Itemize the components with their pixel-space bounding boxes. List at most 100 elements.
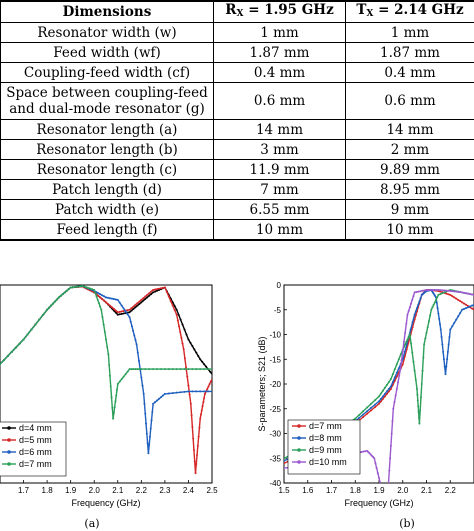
series-point <box>63 291 66 294</box>
series-point <box>419 396 422 399</box>
series-point <box>385 390 388 393</box>
series-point <box>417 416 420 419</box>
series-point <box>103 331 106 334</box>
series-point <box>159 287 162 290</box>
series-point <box>439 293 442 296</box>
series-point <box>167 368 170 371</box>
series-point <box>146 442 149 445</box>
x-tick-label: 2.0 <box>89 486 101 495</box>
series-point <box>132 305 135 308</box>
series-point <box>144 412 147 415</box>
series-point <box>455 318 458 321</box>
series-point <box>195 351 198 354</box>
series-point <box>420 383 423 385</box>
series-point <box>443 289 446 292</box>
series-point <box>446 358 449 361</box>
series-point <box>159 396 162 399</box>
series-point <box>46 308 49 311</box>
series-point <box>26 333 29 336</box>
series-point <box>152 291 155 294</box>
series-point <box>427 320 430 323</box>
series-point <box>451 325 454 328</box>
legend-marker <box>7 438 11 442</box>
series-point <box>449 293 452 296</box>
series-point <box>449 289 452 292</box>
series-point <box>406 313 409 316</box>
series-point <box>427 288 430 291</box>
series-point <box>108 364 111 367</box>
series-point <box>405 322 408 325</box>
series-point <box>382 495 384 497</box>
series-point <box>207 368 210 371</box>
series-point <box>362 413 365 416</box>
series-point <box>441 343 444 346</box>
series-point <box>183 390 186 393</box>
plot-frame <box>0 284 213 484</box>
series-point <box>385 383 388 386</box>
series-point <box>152 288 155 291</box>
series-point <box>112 411 115 414</box>
series-point <box>142 392 145 395</box>
series-point <box>130 325 133 328</box>
series-point <box>284 467 285 470</box>
series-point <box>417 290 420 293</box>
series-point <box>370 409 373 412</box>
series-point <box>389 444 392 447</box>
series-point <box>182 348 185 351</box>
series-point <box>391 420 394 423</box>
x-tick-label: 2.5 <box>206 486 218 495</box>
series-point <box>101 294 104 297</box>
series-point <box>202 401 205 404</box>
series-point <box>395 375 398 378</box>
series-point <box>203 397 206 400</box>
series-point <box>67 288 70 291</box>
series-point <box>102 323 105 326</box>
series-point <box>370 402 373 405</box>
table-cell-name: Patch width (e) <box>0 199 214 220</box>
series-point <box>413 313 416 316</box>
series-point <box>112 307 115 310</box>
series-point <box>391 373 394 376</box>
series-point <box>440 335 443 338</box>
series-point <box>120 304 123 307</box>
table-cell-rx: 1 mm <box>213 22 346 43</box>
series-point <box>190 414 193 417</box>
series-point <box>424 337 427 340</box>
legend-marker <box>7 426 11 430</box>
table-cell-name: Space between coupling-feed and dual-mod… <box>0 82 214 120</box>
series-point <box>108 374 111 377</box>
series-point <box>416 387 418 390</box>
series-point <box>407 309 410 312</box>
series-point <box>375 467 378 470</box>
series-point <box>402 340 405 343</box>
series-point <box>196 453 199 456</box>
series-point <box>417 411 420 414</box>
series-point <box>419 290 422 293</box>
series-point <box>374 403 377 406</box>
series-point <box>130 309 133 312</box>
series-point <box>362 410 365 413</box>
series-point <box>435 301 438 304</box>
series-point <box>423 289 426 292</box>
series-point <box>374 462 377 465</box>
series-point <box>114 311 117 314</box>
series-point <box>105 338 107 341</box>
table-cell-rx: 0.4 mm <box>213 62 346 83</box>
series-point <box>200 413 203 416</box>
x-tick-label: 2.2 <box>445 486 457 495</box>
series-point <box>457 290 460 293</box>
series-point <box>416 307 418 310</box>
series-point <box>393 376 396 379</box>
header-tx: TX = 2.14 GHz <box>345 0 474 23</box>
series-point <box>118 301 121 304</box>
series-point <box>134 306 137 309</box>
series-point <box>79 285 82 288</box>
table-row: Feed length (f) 10 mm 10 mm <box>0 219 474 241</box>
series-point <box>453 290 456 293</box>
series-point <box>134 338 137 341</box>
series-point <box>179 391 182 394</box>
legend-entry: d=10 mm <box>309 457 347 467</box>
series-point <box>176 319 179 322</box>
table-cell-tx: 10 mm <box>345 219 474 241</box>
series-point <box>379 397 382 400</box>
